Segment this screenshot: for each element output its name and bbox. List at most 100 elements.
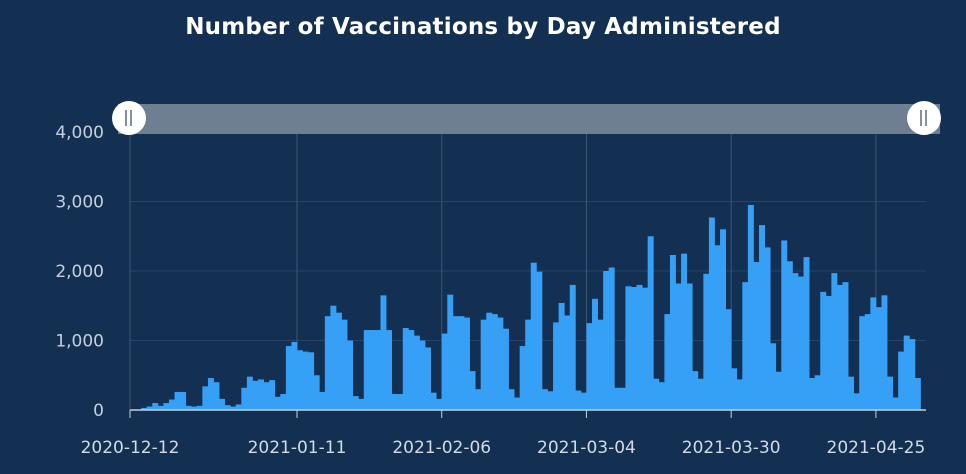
bar [842,282,849,410]
y-tick-label: 1,000 [55,332,104,352]
bar [809,378,816,410]
bar [436,398,443,410]
bar [914,378,921,410]
bar [647,236,654,410]
bar [575,390,582,410]
grip-lines-icon [125,110,132,126]
y-tick-label: 2,000 [55,262,104,282]
bar [619,387,626,410]
bar [408,330,415,410]
bar [224,405,231,410]
bar [386,330,393,410]
bar [291,341,298,410]
bar [269,380,276,410]
bar [898,351,905,410]
bar [875,307,882,410]
bar [441,333,448,410]
axes [129,409,926,418]
bar [892,397,899,410]
bar [569,284,576,410]
range-slider-start-handle[interactable] [112,101,146,135]
bar [397,394,404,410]
bar [580,392,587,411]
bar [152,403,159,410]
bar [219,398,226,410]
bar [469,371,476,410]
bar [864,314,871,410]
x-axis-tick-labels: 2020-12-12 2021-01-11 2021-02-06 2021-03-04… [81,438,926,458]
bar [380,295,387,410]
x-tick-label: 2020-12-12 [81,438,180,458]
bar [848,376,855,410]
bar [720,229,727,410]
bar [319,391,326,410]
bar [547,391,554,410]
bar [519,346,526,410]
bar [168,399,175,410]
bar [753,261,760,410]
bar [430,392,437,411]
bar [831,273,838,410]
bar [836,284,843,410]
bar [352,396,359,410]
bar [425,347,431,410]
bar [592,298,598,410]
bar [759,225,765,410]
bar [642,287,649,410]
x-tick-label: 2021-02-06 [392,438,491,458]
bar [491,314,498,410]
bar [207,378,214,410]
bar [480,319,487,410]
bar [881,295,888,410]
bar [230,406,237,410]
range-slider-end-handle[interactable] [907,101,941,135]
bar [786,261,793,410]
bar [185,405,192,410]
bar [820,291,827,410]
bar [447,294,454,410]
bar [308,352,315,410]
bar [141,407,148,410]
bar [402,327,409,410]
bar [252,380,259,410]
bar [419,340,426,410]
bar [564,315,571,410]
bar [296,350,303,410]
bar [792,273,799,410]
bar [725,309,732,410]
x-tick-label: 2021-03-30 [682,438,781,458]
bar [341,319,348,410]
bar [374,330,381,410]
bar [558,302,565,410]
bar [853,393,860,410]
bar [775,371,782,410]
bar [330,305,337,410]
y-tick-label: 0 [93,401,104,421]
bar [636,284,643,410]
bar [502,328,509,410]
bar [859,316,866,410]
bar [413,335,420,410]
bar [781,240,788,410]
bar [146,406,153,410]
range-slider[interactable] [112,101,941,135]
bar [814,375,821,410]
bar [391,394,398,410]
range-slider-track[interactable] [118,104,940,134]
bar [324,316,331,410]
bar [213,382,220,410]
bar [625,286,632,410]
bar [603,271,610,410]
bar [514,397,521,410]
bar [770,343,777,410]
bar [903,335,910,410]
bar [369,330,376,410]
bar [452,316,459,410]
bar [191,406,198,410]
bar [196,405,203,410]
bar [658,382,665,410]
bar [235,404,242,410]
bar [747,204,754,410]
bar [653,378,660,410]
